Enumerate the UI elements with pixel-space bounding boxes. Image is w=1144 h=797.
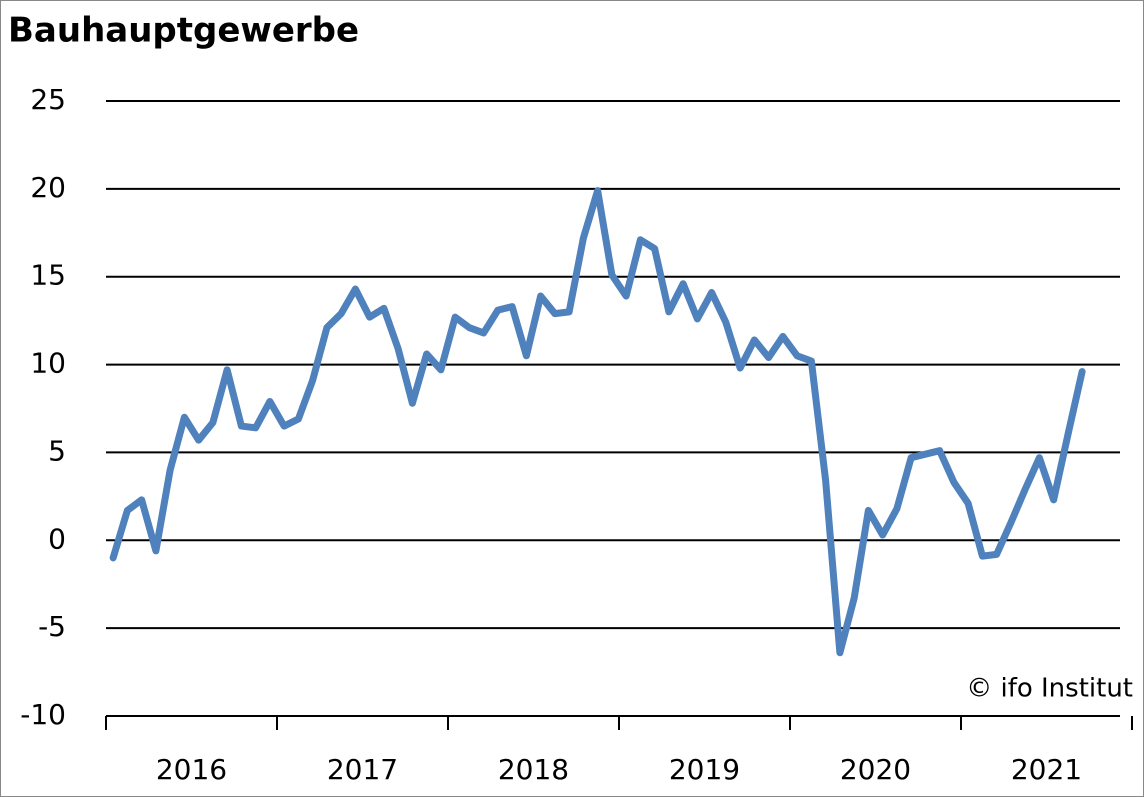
x-tick-label: 2018 — [498, 753, 569, 786]
y-tick-label: -10 — [20, 698, 66, 731]
x-tick-label: 2017 — [327, 753, 398, 786]
y-tick-label: 25 — [30, 83, 66, 116]
y-tick-label: 10 — [30, 347, 66, 380]
y-tick-label: 5 — [48, 434, 66, 467]
data-line — [109, 187, 1086, 657]
x-tick-label: 2020 — [840, 753, 911, 786]
x-tick-label: 2016 — [156, 753, 227, 786]
y-tick-label: 15 — [30, 259, 66, 292]
copyright: © ifo Institut — [966, 674, 1133, 704]
x-tick-label: 2019 — [669, 753, 740, 786]
y-tick-label: 0 — [48, 522, 66, 555]
chart-title: Bauhauptgewerbe — [8, 11, 359, 51]
x-tick-label: 2021 — [1011, 753, 1082, 786]
y-tick-label: -5 — [38, 610, 66, 643]
y-tick-label: 20 — [30, 171, 66, 204]
